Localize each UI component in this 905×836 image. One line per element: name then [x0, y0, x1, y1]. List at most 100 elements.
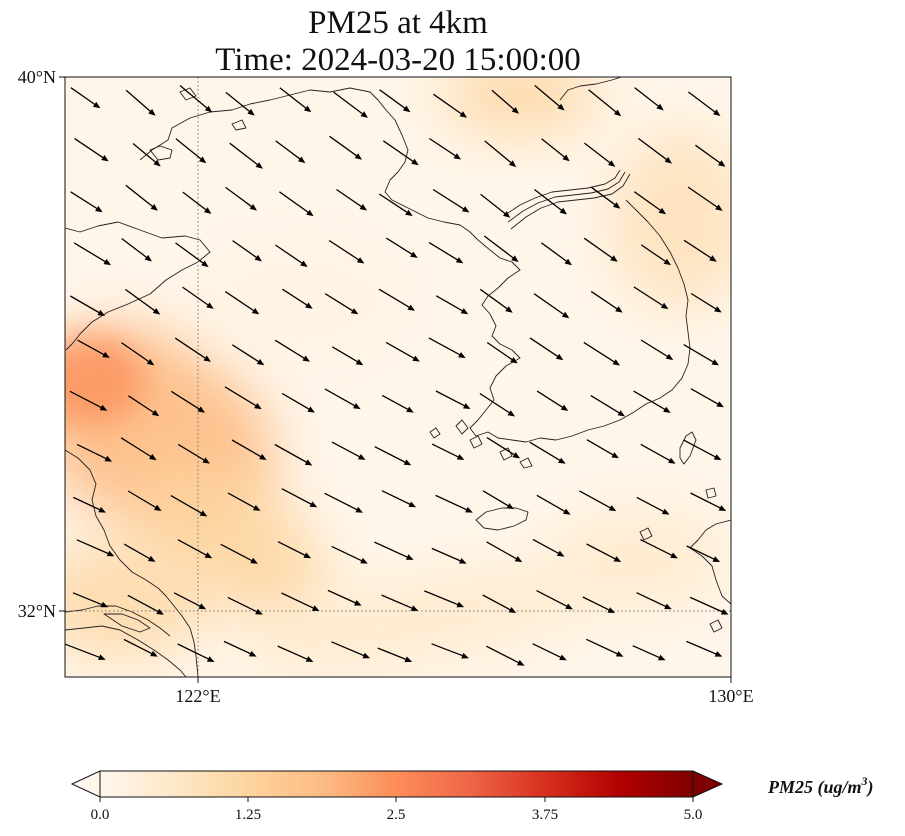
wind-arrow-shaft	[683, 239, 714, 261]
wind-arrow-head	[355, 359, 364, 366]
wind-arrow-head	[505, 306, 513, 313]
wind-arrow-head	[298, 156, 306, 164]
wind-arrow-shaft	[591, 186, 618, 207]
coastline-chongming	[103, 613, 151, 633]
wind-arrow	[686, 640, 723, 657]
wind-arrow-head	[254, 403, 262, 410]
wind-arrow-shaft	[381, 490, 413, 507]
wind-arrow	[381, 394, 414, 413]
map-panel[interactable]	[0, 55, 750, 691]
wind-arrow-head	[615, 306, 623, 313]
wind-arrow	[223, 640, 257, 657]
wind-arrow-head	[204, 207, 212, 214]
wind-arrow	[486, 541, 523, 563]
wind-arrow	[224, 291, 260, 315]
colorbar-extend-min	[70, 770, 101, 798]
wind-arrow-shaft	[127, 490, 159, 510]
colorbar-label-close: )	[866, 777, 874, 798]
wind-arrow-shaft	[225, 186, 255, 209]
wind-arrow-head	[360, 557, 368, 564]
wind-arrow	[277, 541, 312, 559]
wind-arrow-shaft	[69, 390, 104, 410]
wind-arrow-head	[251, 308, 260, 315]
wind-arrow	[279, 87, 312, 113]
wind-arrow	[640, 244, 671, 266]
wind-arrow-head	[512, 452, 520, 459]
wind-arrow-shaft	[229, 142, 261, 167]
wind-arrow	[541, 242, 572, 266]
wind-arrow	[69, 295, 105, 316]
colorbar-label-superscript: 3	[861, 774, 868, 788]
wind-arrow	[486, 645, 525, 666]
wind-arrow-shaft	[331, 545, 365, 563]
wind-arrow	[378, 193, 413, 216]
wind-arrow	[121, 342, 155, 366]
wind-arrow-head	[660, 302, 669, 310]
wind-arrow-head	[144, 254, 152, 262]
colorbar: 0.0 1.25 2.5 3.75 5.0 PM25 (ug/m3)	[70, 770, 874, 823]
wind-arrow	[686, 545, 721, 562]
title-line-1: PM25 at 4km	[308, 5, 488, 41]
wind-arrow	[182, 191, 212, 214]
wind-arrow-shaft	[534, 85, 563, 109]
wind-arrow-head	[311, 605, 320, 611]
colorbar-tick-label-1: 1.25	[235, 807, 261, 823]
wind-arrow-head	[103, 258, 111, 266]
wind-arrow-shaft	[274, 443, 310, 465]
wind-arrow	[534, 188, 567, 215]
wind-arrow	[229, 142, 263, 169]
wind-arrow-shaft	[224, 386, 259, 408]
border-yalu-2	[507, 171, 626, 223]
coastline-yangtze-south	[65, 625, 187, 677]
wind-arrow	[536, 494, 571, 515]
wind-arrow-head	[152, 308, 161, 315]
wind-arrow	[385, 341, 420, 362]
wind-arrow	[73, 496, 106, 513]
wind-arrow-shaft	[65, 643, 103, 659]
wind-arrow-head	[304, 459, 313, 466]
wind-arrow	[640, 443, 676, 464]
wind-arrow	[683, 239, 717, 262]
wind-arrow	[70, 191, 103, 213]
wind-arrow-shaft	[279, 191, 311, 215]
wind-arrow	[541, 138, 570, 162]
wind-arrow-shaft	[182, 286, 211, 308]
wind-arrow-head	[610, 255, 618, 262]
wind-arrow-shaft	[590, 290, 620, 311]
wind-arrow-head	[514, 556, 523, 563]
wind-arrow-head	[354, 600, 362, 606]
wind-arrow	[121, 237, 152, 262]
wind-arrow-shaft	[424, 590, 461, 607]
wind-arrow-head	[405, 209, 413, 216]
wind-arrow-head	[354, 153, 362, 160]
wind-arrow-head	[508, 607, 517, 613]
wind-arrow-head	[104, 455, 113, 462]
lon-label-122E: 122°E	[175, 686, 220, 706]
wind-arrow	[277, 645, 314, 662]
wind-arrow-shaft	[579, 490, 614, 510]
wind-arrow-head	[453, 153, 461, 160]
wind-arrow-head	[197, 406, 205, 413]
wind-arrow	[536, 590, 573, 610]
wind-arrow-shaft	[281, 592, 317, 610]
wind-arrow-shaft	[324, 293, 356, 313]
wind-arrow-shaft	[277, 541, 308, 558]
wind-arrow	[179, 85, 213, 113]
wind-arrow-shaft	[686, 545, 717, 561]
wind-arrow-shaft	[584, 142, 613, 166]
wind-arrow-head	[407, 304, 415, 311]
wind-arrow-head	[456, 454, 465, 460]
lon-label-130E: 130°E	[708, 686, 753, 706]
wind-arrow	[374, 541, 414, 560]
wind-arrow	[431, 443, 465, 460]
wind-arrow	[227, 596, 263, 615]
wind-arrow-head	[259, 453, 267, 460]
wind-arrow-shaft	[683, 439, 719, 459]
wind-arrow	[125, 89, 156, 116]
coastline-jeju	[475, 507, 529, 531]
wind-arrow	[224, 386, 262, 410]
wind-arrow-head	[459, 111, 467, 118]
wind-arrow-head	[302, 355, 310, 362]
wind-arrow	[588, 89, 622, 117]
colorbar-tick-label-2: 2.5	[387, 807, 406, 823]
